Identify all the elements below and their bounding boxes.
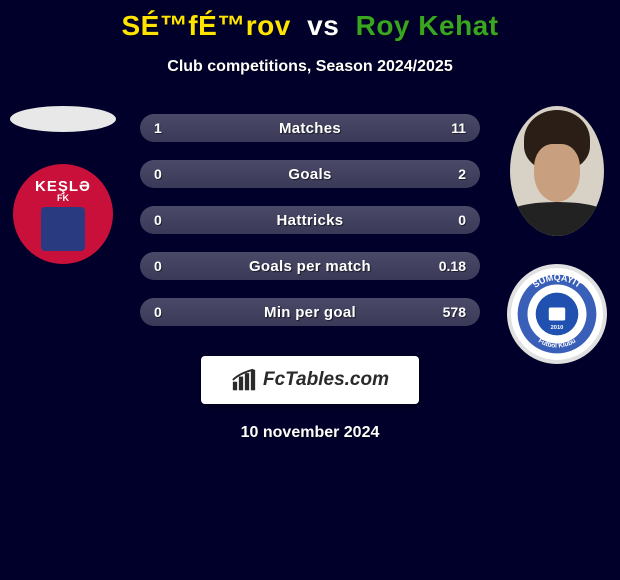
kesla-crest-shape — [41, 207, 85, 251]
player1-name: SÉ™fÉ™rov — [121, 10, 290, 41]
stat-left-value: 1 — [154, 120, 162, 136]
stat-label: Matches — [279, 120, 341, 137]
stat-right-value: 0 — [458, 212, 466, 228]
date-text: 10 november 2024 — [0, 424, 620, 442]
player1-photo-placeholder — [10, 106, 116, 132]
player2-name: Roy Kehat — [356, 10, 499, 41]
stat-label: Goals per match — [249, 258, 371, 275]
svg-text:2010: 2010 — [551, 325, 564, 331]
player2-club-logo: SUMQAYIT Futbol Klubu 2010 — [507, 264, 607, 364]
brand-badge: FcTables.com — [201, 356, 419, 404]
player2-photo — [510, 106, 604, 236]
stat-right-value: 11 — [451, 120, 466, 136]
stat-label: Goals — [288, 166, 331, 183]
stat-label: Min per goal — [264, 304, 356, 321]
stat-bars: 1 Matches 11 0 Goals 2 0 Hattricks 0 0 G… — [140, 114, 480, 326]
stat-bar: 0 Goals per match 0.18 — [140, 252, 480, 280]
stat-bar: 0 Hattricks 0 — [140, 206, 480, 234]
stat-left-value: 0 — [154, 258, 162, 274]
player2-shirt — [510, 202, 604, 236]
stat-right-value: 2 — [458, 166, 466, 182]
subtitle: Club competitions, Season 2024/2025 — [0, 58, 620, 76]
stat-left-value: 0 — [154, 304, 162, 320]
stat-right-value: 0.18 — [439, 258, 466, 274]
comparison-title: SÉ™fÉ™rov vs Roy Kehat — [0, 0, 620, 42]
bar-chart-icon — [231, 368, 257, 392]
brand-text: FcTables.com — [263, 369, 389, 391]
stat-left-value: 0 — [154, 166, 162, 182]
stat-right-value: 578 — [443, 304, 466, 320]
stat-bar: 0 Goals 2 — [140, 160, 480, 188]
stat-left-value: 0 — [154, 212, 162, 228]
player1-club-logo: KEŞLƏ FK — [13, 164, 113, 264]
vs-text: vs — [299, 10, 347, 41]
stat-label: Hattricks — [277, 212, 344, 229]
left-column: KEŞLƏ FK — [8, 106, 118, 264]
player2-face — [534, 144, 580, 202]
stat-bar: 1 Matches 11 — [140, 114, 480, 142]
right-column: SUMQAYIT Futbol Klubu 2010 — [502, 106, 612, 364]
stat-bar: 0 Min per goal 578 — [140, 298, 480, 326]
sumqayit-crest-svg: SUMQAYIT Futbol Klubu 2010 — [516, 273, 598, 355]
kesla-sub: FK — [57, 193, 69, 203]
main-area: KEŞLƏ FK SUMQAYIT Futbol Klubu 2010 — [0, 114, 620, 442]
